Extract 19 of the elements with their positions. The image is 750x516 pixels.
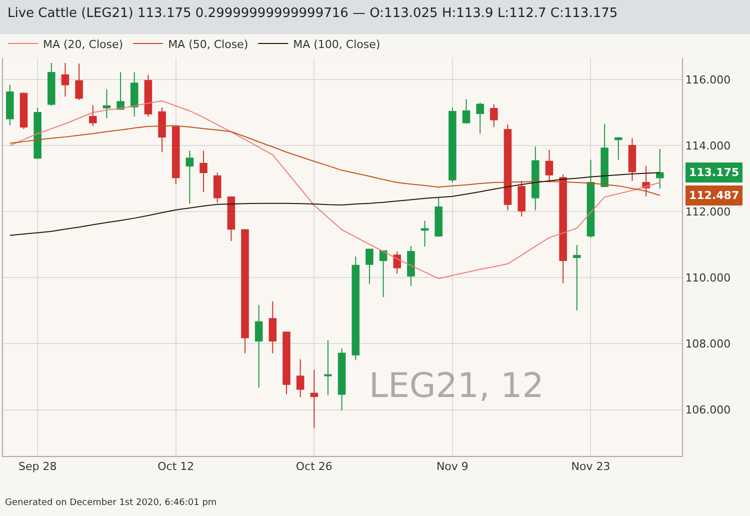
legend-label: MA (50, Close) [168,38,248,51]
text: 112.487 [689,189,740,202]
legend-label: MA (20, Close) [43,38,124,51]
text: Generated on December 1st 2020, 6:46:01 pm [5,498,217,508]
annotation: LEG21, 12 [369,366,544,406]
text: 113.175 [689,166,740,179]
y-tick-label: 116.000 [685,73,731,86]
y-tick-label: 114.000 [685,139,731,152]
x-tick-label: Sep 28 [18,460,57,474]
y-tick-label: 112.000 [685,205,731,218]
y-tick-label: 110.000 [685,271,731,284]
x-tick-label: Oct 26 [296,460,332,474]
y-tick-label: 108.000 [685,338,731,351]
chart-title: Live Cattle (LEG21) 113.175 0.29999999999999716 — O:113.025 H:113.9 L:112.7 C:113.175 [8,6,618,21]
x-tick-label: Nov 9 [436,460,468,474]
y-tick-label: 106.000 [685,404,731,417]
legend-label: MA (100, Close) [293,38,380,51]
x-tick-label: Oct 12 [158,460,194,474]
x-tick-label: Nov 23 [571,460,610,474]
